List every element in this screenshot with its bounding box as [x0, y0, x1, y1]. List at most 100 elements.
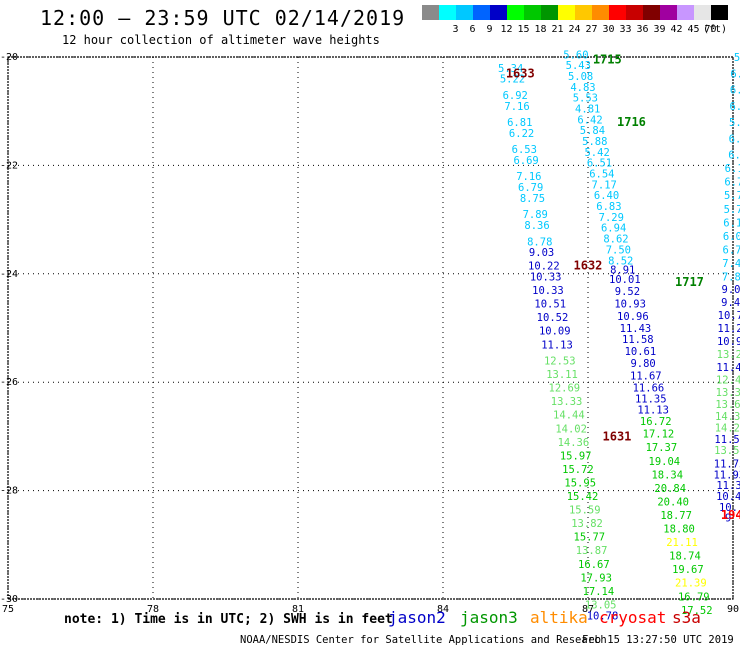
wave-height-value: 11.43 [620, 323, 652, 335]
wave-height-value: 5.22 [500, 74, 525, 86]
wave-height-value: 14.29 [715, 423, 740, 435]
scale-swatch [694, 5, 711, 20]
scale-swatch [558, 5, 575, 20]
wave-height-value: 21.39 [675, 578, 707, 590]
wave-height-value: 6.19 [723, 217, 740, 229]
scale-label: 27 [585, 24, 598, 35]
wave-height-value: 6.69 [513, 155, 538, 167]
wave-height-value: 10.22 [528, 261, 560, 273]
wave-height-value: 6.4 [730, 85, 740, 97]
scale-label: 42 [670, 24, 683, 35]
wave-height-value: 7.16 [504, 101, 529, 113]
pass-time-tag: 1633 [506, 66, 535, 80]
wave-height-value: 10.51 [534, 299, 566, 311]
wave-height-value: 5.43 [566, 60, 591, 72]
wave-height-value: 5.34 [498, 63, 523, 75]
footer-note: note: 1) Time is in UTC; 2) SWH is in fe… [64, 612, 393, 627]
wave-height-value: 9.80 [630, 358, 655, 370]
scale-swatch [575, 5, 592, 20]
wave-height-value: 15.97 [560, 450, 592, 462]
wave-height-value: 11.66 [633, 383, 665, 395]
wave-height-value: 16.67 [578, 559, 610, 571]
wave-height-value: 5.70 [724, 190, 740, 202]
wave-height-value: 19.67 [672, 564, 704, 576]
wave-height-value: 10.33 [530, 272, 562, 284]
wave-height-value: 5.60 [563, 49, 588, 61]
wave-height-value: 5. [734, 52, 740, 64]
wave-height-value: 6.77 [723, 244, 740, 256]
scale-label: 9 [486, 24, 493, 35]
wave-height-value: 10.4 [716, 491, 740, 503]
wave-height-value: 8.75 [520, 193, 545, 205]
scale-label: 33 [619, 24, 632, 35]
wave-height-value: 8.52 [608, 255, 633, 267]
satellite-legend-jason3: jason3 [460, 608, 518, 627]
wave-height-value: 6.83 [596, 201, 621, 213]
scale-label: 39 [653, 24, 666, 35]
scale-unit-label: (ft) [703, 24, 728, 35]
wave-height-value: 11.93 [713, 469, 740, 481]
scale-label: 36 [636, 24, 649, 35]
wave-height-value: 5.53 [573, 93, 598, 105]
pass-time-tag: 1717 [675, 275, 704, 289]
wave-height-value: 6.5 [730, 68, 740, 80]
scale-swatch [507, 5, 524, 20]
lat-tick-label: -20 [0, 52, 18, 63]
wave-height-value: 14.44 [553, 410, 585, 422]
scale-label: 6 [469, 24, 476, 35]
wave-height-value: 13.54 [714, 445, 740, 457]
scale-swatch [660, 5, 677, 20]
wave-height-value: 15.95 [564, 477, 596, 489]
scale-label: 18 [534, 24, 547, 35]
wave-height-value: 14.02 [555, 423, 587, 435]
lat-tick-label: -28 [0, 486, 18, 497]
wave-height-value: 10.61 [625, 346, 657, 358]
wave-height-value: 6.16 [725, 163, 740, 175]
scale-swatch [626, 5, 643, 20]
wave-height-value: 11.40 [716, 362, 740, 374]
wave-height-value: 15.72 [562, 464, 594, 476]
scale-label: 3 [452, 24, 459, 35]
wave-height-value: 8.36 [524, 220, 549, 232]
wave-height-value: 7.16 [516, 171, 541, 183]
pass-time-tag: 1631 [603, 429, 632, 443]
wave-height-value: 13.05 [585, 599, 617, 611]
wave-height-value: 13.66 [715, 399, 740, 411]
wave-height-value: 6.51 [587, 158, 612, 170]
wave-height-value: 20.84 [654, 483, 686, 495]
wave-height-value: 7.17 [592, 179, 617, 191]
wave-height-value: 17.12 [643, 429, 675, 441]
scale-swatch [541, 5, 558, 20]
wave-height-value: 12.69 [549, 383, 581, 395]
wave-height-value: 7.89 [523, 209, 548, 221]
satellite-legend-jason2: jason2 [388, 608, 446, 627]
map-subtitle: 12 hour collection of altimeter wave hei… [62, 33, 380, 47]
wave-height-value: 9 [725, 513, 731, 525]
scale-swatch [677, 5, 694, 20]
wave-height-value: 5.88 [582, 136, 607, 148]
wave-height-value: 17.93 [580, 572, 612, 584]
lon-tick-label: 78 [147, 604, 159, 615]
pass-time-tag: 194 [721, 508, 740, 522]
scale-label: 24 [568, 24, 581, 35]
wave-height-value: 10.78 [587, 610, 619, 622]
wave-height-value: 5.9 [729, 117, 740, 129]
scale-label: 30 [602, 24, 615, 35]
satellite-legend-s3a: s3a [672, 608, 701, 627]
wave-height-value: 11.67 [630, 371, 662, 383]
wave-height-value: 18.34 [651, 469, 683, 481]
lat-tick-label: -24 [0, 269, 18, 280]
map-frame [7, 56, 734, 600]
wave-height-value: 5.84 [580, 125, 605, 137]
wave-height-value: 6.1 [728, 150, 740, 162]
wave-height-value: 8.78 [527, 236, 552, 248]
wave-height-value: 15.77 [574, 532, 606, 544]
wave-height-value: 18.80 [663, 524, 695, 536]
satellite-legend-altika: altika [530, 608, 588, 627]
credit-line: NOAA/NESDIS Center for Satellite Applica… [240, 634, 607, 646]
wave-height-value: 17.52 [681, 605, 713, 617]
wave-height-value: 18.77 [660, 510, 692, 522]
wave-height-value: 6.40 [594, 190, 619, 202]
wave-height-value: 19.04 [649, 456, 681, 468]
wave-height-value: 10.96 [717, 336, 740, 348]
